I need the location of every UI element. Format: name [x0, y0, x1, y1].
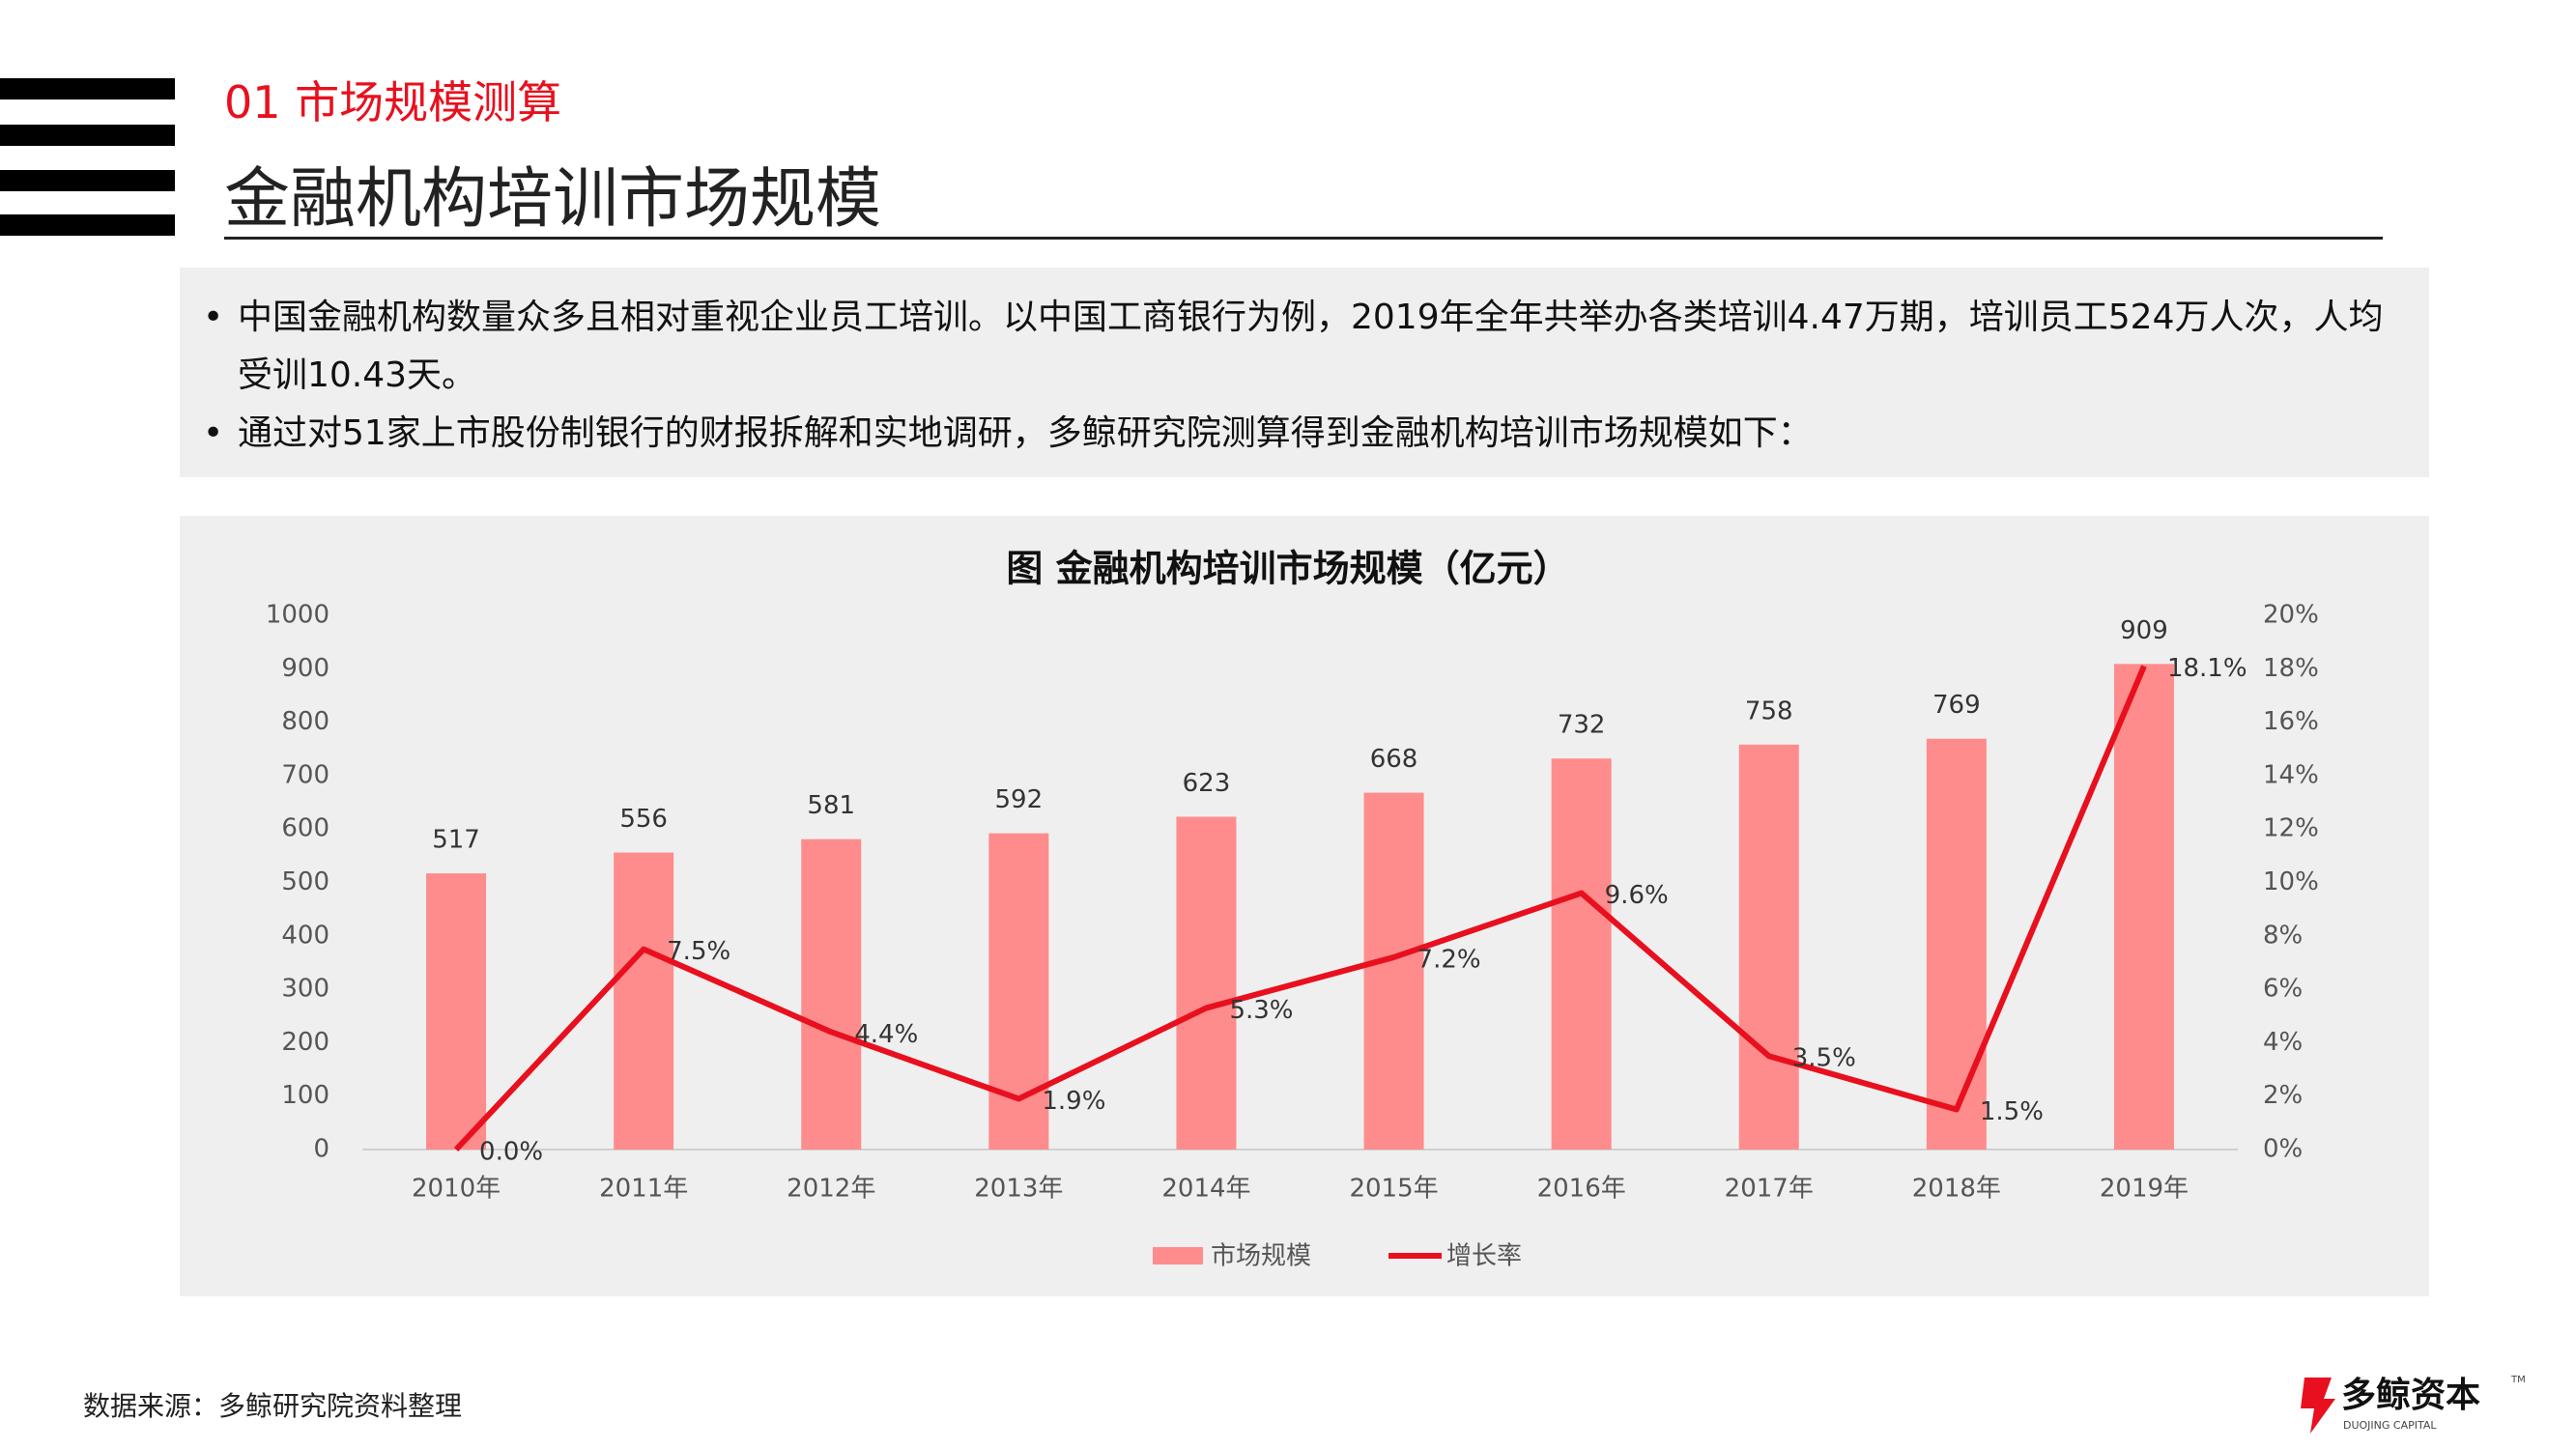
y2-tick-label: 6% — [2263, 975, 2303, 1004]
data-label: 517 — [432, 826, 480, 855]
y2-tick-label: 10% — [2263, 867, 2319, 896]
legend-swatch — [1153, 1247, 1203, 1264]
stripe — [0, 78, 175, 99]
legend-label: 增长率 — [1446, 1242, 1522, 1271]
y2-tick-label: 8% — [2263, 921, 2303, 950]
bar — [426, 873, 487, 1150]
x-tick-label: 2011年 — [599, 1175, 688, 1204]
bar — [614, 852, 674, 1150]
chart-title: 图 金融机构培训市场规模（亿元） — [1006, 548, 1569, 590]
data-label: 769 — [1932, 691, 1981, 720]
y2-tick-label: 0% — [2263, 1135, 2303, 1164]
y-tick-label: 600 — [281, 814, 329, 843]
data-label: 668 — [1370, 745, 1418, 774]
x-tick-label: 2013年 — [974, 1175, 1063, 1204]
data-label: 592 — [995, 785, 1044, 814]
x-tick-label: 2019年 — [2100, 1175, 2189, 1204]
bar — [801, 838, 862, 1150]
x-tick-label: 2018年 — [1912, 1175, 2001, 1204]
source-note: 数据来源：多鲸研究院资料整理 — [83, 1390, 463, 1422]
data-label: 623 — [1183, 769, 1231, 798]
bullet-box: 中国金融机构数量众多且相对重视企业员工培训。以中国工商银行为例，2019年全年共… — [180, 268, 2429, 477]
logo-tm: TM — [2510, 1375, 2526, 1385]
data-label: 909 — [2120, 616, 2168, 645]
y-tick-label: 300 — [281, 975, 329, 1004]
x-tick-label: 2015年 — [1349, 1175, 1438, 1204]
y2-tick-label: 14% — [2263, 760, 2319, 789]
y2-tick-label: 12% — [2263, 814, 2319, 843]
logo: 多鲸资本 DUOJING CAPITAL TM — [2301, 1375, 2526, 1434]
section-label: 01 市场规模测算 — [224, 76, 562, 128]
y-tick-label: 100 — [281, 1081, 329, 1110]
logo-icon — [2301, 1378, 2335, 1434]
data-label: 3.5% — [1792, 1044, 1856, 1073]
stripe — [0, 125, 175, 146]
bar — [988, 833, 1049, 1150]
bar — [1738, 744, 1799, 1150]
line — [453, 665, 2147, 1152]
y-tick-label: 500 — [281, 867, 329, 896]
data-label: 0.0% — [479, 1138, 543, 1167]
data-label: 4.4% — [854, 1020, 918, 1049]
x-tick-label: 2017年 — [1725, 1175, 1814, 1204]
data-label: 7.5% — [667, 937, 730, 966]
x-tick-label: 2012年 — [787, 1175, 875, 1204]
y2-tick-label: 18% — [2263, 654, 2319, 683]
bullet: 中国金融机构数量众多且相对重视企业员工培训。以中国工商银行为例，2019年全年共… — [203, 289, 2402, 405]
x-tick-label: 2010年 — [412, 1175, 501, 1204]
y-tick-label: 400 — [281, 921, 329, 950]
y-tick-label: 900 — [281, 654, 329, 683]
y2-tick-label: 2% — [2263, 1081, 2303, 1110]
data-label: 581 — [807, 791, 855, 820]
data-label: 9.6% — [1605, 881, 1669, 910]
x-tick-label: 2016年 — [1537, 1175, 1626, 1204]
stripe — [0, 214, 175, 236]
bullet: 通过对51家上市股份制银行的财报拆解和实地调研，多鲸研究院测算得到金融机构培训市… — [203, 405, 2402, 463]
y2-tick-label: 20% — [2263, 601, 2319, 630]
y-tick-label: 800 — [281, 707, 329, 736]
bar — [1176, 816, 1237, 1150]
bar — [1363, 792, 1424, 1150]
data-label: 5.3% — [1229, 996, 1293, 1025]
y-tick-label: 700 — [281, 760, 329, 789]
data-label: 7.2% — [1417, 945, 1481, 974]
stripe — [0, 170, 175, 191]
bar — [1926, 738, 1987, 1150]
data-label: 556 — [619, 805, 668, 834]
legend-label: 市场规模 — [1211, 1242, 1311, 1271]
y-tick-label: 0 — [313, 1135, 329, 1164]
y-tick-label: 1000 — [266, 601, 329, 630]
y-tick-label: 200 — [281, 1028, 329, 1057]
chart-panel — [180, 516, 2429, 1296]
bullet-list: 中国金融机构数量众多且相对重视企业员工培训。以中国工商银行为例，2019年全年共… — [180, 268, 2402, 463]
y2-tick-label: 16% — [2263, 707, 2319, 736]
data-label: 1.5% — [1980, 1097, 2044, 1126]
slide-title: 金融机构培训市场规模 — [224, 161, 882, 238]
logo-subtext: DUOJING CAPITAL — [2343, 1419, 2437, 1432]
logo-text: 多鲸资本 — [2341, 1376, 2480, 1415]
data-label: 1.9% — [1042, 1087, 1105, 1116]
bar — [1551, 758, 1612, 1150]
data-label: 18.1% — [2167, 654, 2247, 683]
data-label: 758 — [1745, 696, 1793, 725]
bar — [2113, 664, 2174, 1150]
x-tick-label: 2014年 — [1161, 1175, 1250, 1204]
data-label: 732 — [1558, 711, 1606, 740]
y2-tick-label: 4% — [2263, 1028, 2303, 1057]
title-rule — [224, 237, 2383, 240]
